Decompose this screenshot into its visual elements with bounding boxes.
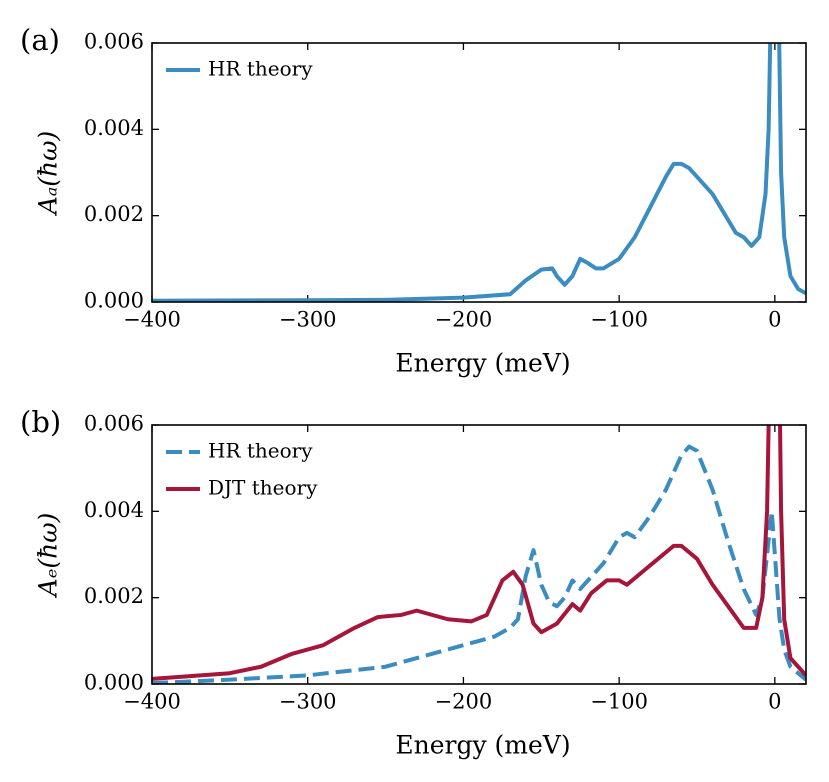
panel-label: (a): [20, 23, 60, 57]
panel: −400 −300 −200 −100 0 0.000 0.002 0.004 0.006 HR …: [20, 405, 807, 760]
axes-frame: [151, 42, 807, 303]
x-axis-label: Energy (meV): [395, 731, 570, 760]
x-tick-label: −400: [123, 308, 181, 332]
y-tick-label: 0.004: [84, 116, 144, 140]
x-tick-label: −300: [279, 308, 337, 332]
y-axis-label: Aₐ(ħω): [34, 131, 63, 216]
series-line: [152, 425, 806, 681]
y-tick-label: 0.002: [84, 584, 144, 608]
x-tick-label: −200: [435, 690, 493, 714]
y-tick-label: 0.006: [84, 412, 144, 436]
series-line: [152, 43, 806, 302]
y-tick-label: 0.000: [84, 671, 144, 695]
legend-label: HR theory: [208, 439, 313, 463]
y-tick-label: 0.004: [84, 498, 144, 522]
y-tick-label: 0.006: [84, 30, 144, 54]
x-tick-label: −200: [435, 308, 493, 332]
x-axis-label: Energy (meV): [395, 349, 570, 378]
panel-label: (b): [20, 405, 61, 439]
axes-frame: [151, 424, 807, 685]
x-tick-label: −100: [590, 690, 648, 714]
y-tick-label: 0.002: [84, 202, 144, 226]
x-tick-label: −300: [279, 690, 337, 714]
y-tick-label: 0.000: [84, 289, 144, 313]
x-tick-label: 0: [768, 308, 781, 332]
x-tick-label: −400: [123, 690, 181, 714]
legend-label: DJT theory: [208, 476, 318, 500]
y-axis-label: Aₑ(ħω): [34, 513, 63, 599]
x-tick-label: 0: [768, 690, 781, 714]
legend-label: HR theory: [208, 57, 313, 81]
panel: −400 −300 −200 −100 0 0.000 0.002 0.004 0.006 HR …: [20, 23, 807, 378]
x-tick-label: −100: [590, 308, 648, 332]
